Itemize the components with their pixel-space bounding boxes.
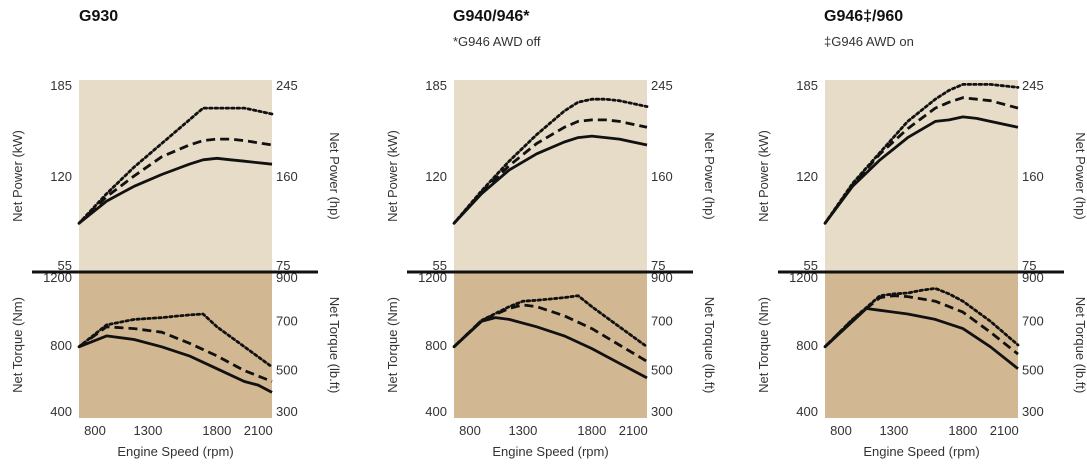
chart-panel-g940-946: G940/946* *G946 AWD off 185 120 55 245 160 75… (375, 0, 737, 465)
torque-y-label-left: Net Torque (Nm) (10, 297, 25, 393)
torque-y-tick-right: 900 (276, 270, 298, 285)
torque-y-tick-left: 800 (425, 338, 447, 353)
torque-series-line-dotted (77, 312, 274, 369)
power-plot-area (454, 80, 647, 272)
chart-title: G946‡/960 (824, 8, 904, 25)
x-tick-label: 1300 (879, 423, 908, 438)
torque-series-line-solid (78, 334, 273, 394)
power-series-line-solid (823, 115, 1019, 225)
power-y-tick-left: 185 (796, 78, 818, 93)
power-y-tick-right: 75 (651, 258, 665, 273)
x-tick-label: 800 (459, 423, 481, 438)
power-y-label-left: Net Power (kW) (385, 130, 400, 222)
torque-y-tick-right: 900 (1022, 270, 1044, 285)
power-series-line-dashed (452, 118, 648, 225)
power-y-tick-left: 55 (433, 258, 447, 273)
torque-y-label-left: Net Torque (Nm) (385, 297, 400, 393)
torque-y-label-right: Net Torque (lb.ft) (702, 297, 717, 394)
power-y-label-right: Net Power (hp) (702, 132, 717, 219)
torque-y-tick-left: 800 (796, 338, 818, 353)
torque-y-tick-right: 500 (276, 362, 298, 377)
x-tick-label: 2100 (244, 423, 273, 438)
power-y-label-left: Net Power (kW) (10, 130, 25, 222)
power-y-tick-right: 75 (276, 258, 290, 273)
x-tick-label: 1300 (508, 423, 537, 438)
x-tick-label: 1800 (577, 423, 606, 438)
x-axis-label: Engine Speed (rpm) (117, 444, 233, 459)
power-series-line-dashed (823, 96, 1019, 225)
power-y-label-right: Net Power (hp) (327, 132, 342, 219)
chart-svg: 185 120 55 245 160 75 Net Power (kW) Net Power … (10, 78, 342, 459)
torque-series-line-dotted (823, 286, 1020, 349)
torque-y-tick-right: 300 (276, 404, 298, 419)
power-y-label-right: Net Power (hp) (1073, 132, 1087, 219)
power-y-tick-left: 55 (58, 258, 72, 273)
torque-y-tick-right: 700 (1022, 314, 1044, 329)
power-series-line-dotted (452, 97, 649, 225)
power-y-tick-left: 185 (50, 78, 72, 93)
torque-y-label-right: Net Torque (lb.ft) (327, 297, 342, 394)
torque-y-tick-left: 800 (50, 338, 72, 353)
torque-y-tick-right: 300 (651, 404, 673, 419)
torque-y-tick-right: 300 (1022, 404, 1044, 419)
torque-y-tick-left: 400 (50, 404, 72, 419)
torque-y-tick-left: 1200 (418, 270, 447, 285)
chart-note: *G946 AWD off (453, 34, 541, 49)
x-axis-label: Engine Speed (rpm) (863, 444, 979, 459)
power-series-line-dotted (823, 83, 1020, 225)
torque-series-line-solid (453, 316, 648, 380)
power-y-tick-left: 55 (804, 258, 818, 273)
torque-y-tick-left: 1200 (43, 270, 72, 285)
power-y-tick-left: 120 (425, 169, 447, 184)
power-y-tick-right: 160 (651, 169, 673, 184)
power-y-tick-right: 160 (276, 169, 298, 184)
power-series-line-dotted (77, 106, 274, 225)
power-series-line-solid (78, 156, 273, 225)
power-y-tick-left: 185 (425, 78, 447, 93)
torque-y-tick-right: 500 (1022, 362, 1044, 377)
power-y-tick-right: 245 (651, 78, 673, 93)
torque-y-tick-right: 900 (651, 270, 673, 285)
chart-title: G940/946* (453, 8, 530, 25)
chart-panel-g930: G930 185 120 55 245 160 75 Net Power (kW) Net P… (0, 0, 362, 465)
power-y-label-left: Net Power (kW) (756, 130, 771, 222)
power-y-tick-left: 120 (50, 169, 72, 184)
power-y-tick-right: 245 (1022, 78, 1044, 93)
power-series-line-dashed (78, 137, 273, 225)
x-tick-label: 2100 (990, 423, 1019, 438)
x-tick-label: 2100 (619, 423, 648, 438)
power-y-tick-right: 160 (1022, 169, 1044, 184)
x-axis-label: Engine Speed (rpm) (492, 444, 608, 459)
power-y-tick-right: 245 (276, 78, 298, 93)
chart-svg: 185 120 55 245 160 75 Net Power (kW) Net Power … (385, 78, 717, 459)
torque-y-tick-left: 400 (796, 404, 818, 419)
torque-y-tick-right: 500 (651, 362, 673, 377)
chart-panel-g946-960: G946‡/960 ‡G946 AWD on 185 120 55 245 160 75 N… (746, 0, 1087, 465)
power-y-tick-right: 75 (1022, 258, 1036, 273)
x-tick-label: 1800 (202, 423, 231, 438)
chart-note: ‡G946 AWD on (824, 34, 914, 49)
torque-y-tick-left: 1200 (789, 270, 818, 285)
torque-y-tick-right: 700 (651, 314, 673, 329)
torque-y-label-left: Net Torque (Nm) (756, 297, 771, 393)
torque-plot-area (454, 272, 647, 418)
chart-title: G930 (79, 8, 119, 25)
torque-y-label-right: Net Torque (lb.ft) (1073, 297, 1087, 394)
torque-series-line-dashed (78, 325, 273, 383)
torque-series-line-dotted (452, 294, 649, 349)
chart-svg: 185 120 55 245 160 75 Net Power (kW) Net Power … (756, 78, 1087, 459)
x-tick-label: 800 (830, 423, 852, 438)
power-plot-area (79, 80, 272, 272)
torque-plot-area (79, 272, 272, 418)
x-tick-label: 1300 (133, 423, 162, 438)
torque-y-tick-left: 400 (425, 404, 447, 419)
x-tick-label: 1800 (948, 423, 977, 438)
power-y-tick-left: 120 (796, 169, 818, 184)
x-tick-label: 800 (84, 423, 106, 438)
power-series-line-solid (452, 134, 648, 225)
torque-y-tick-right: 700 (276, 314, 298, 329)
torque-series-line-dashed (453, 303, 648, 363)
